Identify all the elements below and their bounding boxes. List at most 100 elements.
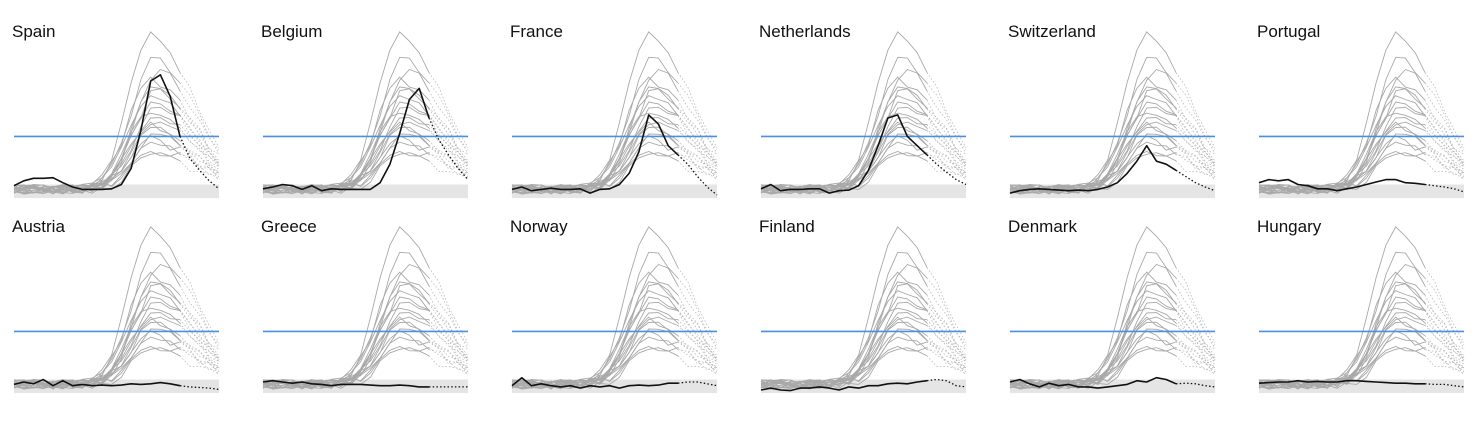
background-series-projection xyxy=(1424,145,1465,176)
background-series-projection xyxy=(1175,99,1216,162)
background-series-projection xyxy=(428,310,469,361)
background-series-line xyxy=(13,68,181,195)
chart-panel: Denmark xyxy=(1008,215,1228,405)
background-series-line xyxy=(262,88,430,195)
panel-plot xyxy=(760,226,967,394)
highlight-series-line xyxy=(1258,379,1425,385)
background-series-line xyxy=(13,312,181,389)
background-series-projection xyxy=(1175,340,1216,371)
background-series-projection xyxy=(428,335,469,369)
background-series-line xyxy=(262,31,430,193)
panel-title: Denmark xyxy=(1008,217,1077,236)
background-series-line xyxy=(13,283,181,390)
background-series-line xyxy=(262,263,430,390)
background-series-projection xyxy=(677,347,718,371)
background-series-line xyxy=(13,328,181,389)
background-series-line xyxy=(1009,68,1177,195)
background-series-line xyxy=(1258,133,1426,194)
background-series-line xyxy=(760,251,928,389)
background-series-projection xyxy=(1424,335,1465,369)
background-series-line xyxy=(13,316,181,389)
background-series-projection xyxy=(428,325,469,360)
background-series-line xyxy=(1258,88,1426,195)
background-series-projection xyxy=(1175,115,1216,166)
background-series-line xyxy=(511,283,679,390)
background-series-projection xyxy=(926,267,967,343)
panel-plot xyxy=(1258,31,1465,199)
background-series-line xyxy=(511,31,679,193)
background-series-line xyxy=(1258,151,1426,194)
background-series-line xyxy=(511,151,679,194)
background-series-projection xyxy=(677,339,718,367)
highlight-series-line xyxy=(1009,144,1177,194)
background-series-projection xyxy=(179,341,220,376)
background-series-projection xyxy=(428,340,469,371)
highlight-series-projection xyxy=(1175,169,1216,192)
background-series-line xyxy=(1009,263,1177,390)
background-series-projection xyxy=(1424,146,1465,181)
background-series-projection xyxy=(1424,347,1465,371)
background-series-line xyxy=(511,133,679,194)
background-series-projection xyxy=(677,154,718,178)
background-series-line xyxy=(1009,31,1177,193)
background-series-projection xyxy=(677,277,718,349)
background-series-line xyxy=(511,117,679,194)
background-series-projection xyxy=(926,322,967,365)
panel-title: Belgium xyxy=(261,22,323,41)
background-series-line xyxy=(262,226,430,388)
background-series-projection xyxy=(1175,339,1216,367)
background-series-projection xyxy=(1424,339,1465,367)
background-series-line xyxy=(1258,121,1426,194)
background-series-projection xyxy=(1424,127,1465,170)
background-series-projection xyxy=(677,144,718,172)
background-series-projection xyxy=(926,146,967,181)
background-series-projection xyxy=(1175,319,1216,362)
background-series-projection xyxy=(677,130,718,165)
background-series-projection xyxy=(179,335,220,369)
background-series-projection xyxy=(1175,82,1216,154)
background-series-projection xyxy=(1424,99,1465,162)
background-series-projection xyxy=(677,325,718,360)
background-series-line xyxy=(13,121,181,194)
background-series-projection xyxy=(1175,347,1216,371)
background-series-projection xyxy=(926,347,967,371)
background-series-projection xyxy=(1175,124,1216,167)
background-series-line xyxy=(511,346,679,389)
background-series-line xyxy=(1009,121,1177,194)
background-series-projection xyxy=(179,146,220,181)
chart-panel: Netherlands xyxy=(759,20,979,210)
background-series-projection xyxy=(926,325,967,360)
background-series-projection xyxy=(428,347,469,371)
background-series-projection xyxy=(179,127,220,170)
chart-panel: France xyxy=(510,20,730,210)
panel-title: Norway xyxy=(510,217,568,236)
background-series-projection xyxy=(1175,140,1216,174)
background-series-projection xyxy=(1424,267,1465,343)
background-series-line xyxy=(13,263,181,390)
panel-title: Netherlands xyxy=(759,22,851,41)
highlight-series-line xyxy=(1258,178,1426,192)
highlight-series-projection xyxy=(179,385,220,391)
background-series-projection xyxy=(1175,144,1216,172)
highlight-series-line xyxy=(760,114,928,194)
background-series-projection xyxy=(428,322,469,365)
background-series-projection xyxy=(179,72,220,148)
background-series-projection xyxy=(926,115,967,166)
panel-plot xyxy=(511,31,718,199)
background-series-projection xyxy=(926,319,967,362)
background-series-projection xyxy=(1424,310,1465,361)
chart-panel: Belgium xyxy=(261,20,481,210)
background-series-projection xyxy=(926,82,967,154)
background-series-projection xyxy=(1424,340,1465,371)
background-series-line xyxy=(1009,88,1177,195)
background-series-line xyxy=(1009,226,1177,388)
background-series-projection xyxy=(179,319,220,362)
panel-title: Greece xyxy=(261,217,317,236)
panel-title: Finland xyxy=(759,217,815,236)
background-series-projection xyxy=(1175,310,1216,361)
background-series-projection xyxy=(926,154,967,178)
background-series-projection xyxy=(1424,154,1465,178)
background-series-projection xyxy=(428,90,469,150)
background-series-line xyxy=(13,251,181,389)
background-series-line xyxy=(13,117,181,194)
